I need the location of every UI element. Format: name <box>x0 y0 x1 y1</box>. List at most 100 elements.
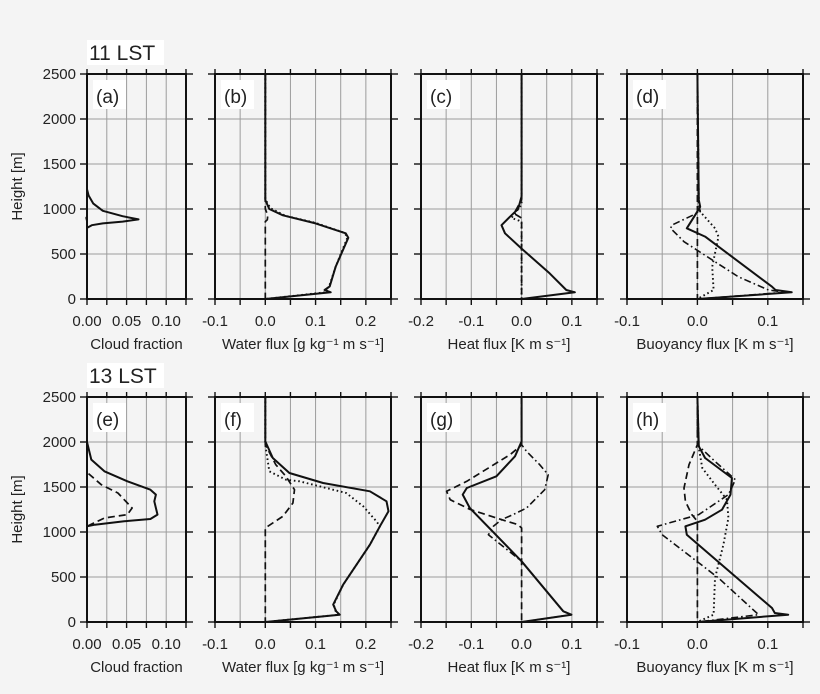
y-tick-label: 2500 <box>43 66 76 83</box>
x-tick-label: -0.1 <box>458 313 484 330</box>
panel-g: (g) -0.2 -0.1 0.0 0.1 Heat flux [K m s⁻¹] <box>408 392 604 676</box>
row-title-0: 11 LST <box>87 40 164 65</box>
panel-label: (c) <box>430 87 452 108</box>
panel-label: (a) <box>96 87 119 108</box>
gridlines <box>620 392 810 628</box>
series-dashed <box>264 397 296 622</box>
gridlines <box>414 392 604 628</box>
series-solid <box>685 73 793 300</box>
x-tick-label: -0.1 <box>458 636 484 653</box>
series-dash-dot <box>656 397 760 623</box>
x-tick-label: 0.1 <box>305 313 326 330</box>
panel-label: (d) <box>636 87 659 108</box>
series-group <box>86 397 159 622</box>
series-dotted <box>264 74 349 300</box>
panel-label-box <box>427 403 460 432</box>
panel-label-box <box>93 80 126 109</box>
x-tick-label: 0.1 <box>305 636 326 653</box>
y-tick-label: 2500 <box>43 389 76 406</box>
panel-label: (g) <box>430 410 453 431</box>
series-dashed <box>445 397 523 622</box>
series-group <box>500 74 576 300</box>
panel-label-box <box>221 403 254 432</box>
panel-a: (a) 0.00 0.05 0.10 0 500 1000 1500 2000 2500 Cloud… <box>43 66 193 353</box>
series-group <box>264 397 390 623</box>
series-dash-dot <box>669 73 787 300</box>
x-tick-label: 0.10 <box>152 636 181 653</box>
series-group <box>656 396 790 623</box>
plot-frame <box>420 396 598 623</box>
y-axis-label: Height [m] <box>9 152 26 220</box>
row-title-box <box>87 363 164 388</box>
panel-label-box <box>633 403 666 432</box>
panel-e: (e) 0.00 0.05 0.10 0 500 1000 1500 2000 2500 Cloud… <box>43 389 193 676</box>
series-dashed <box>683 397 699 622</box>
x-tick-label: 0.0 <box>255 636 276 653</box>
y-axis-label: Height [m] <box>9 475 26 543</box>
x-axis-label: Buoyancy flux [K m s⁻¹] <box>636 659 793 676</box>
plot-frame <box>86 73 187 300</box>
plot-frame <box>420 73 598 300</box>
x-tick-label: 0.2 <box>355 636 376 653</box>
x-axis-label: Water flux [g kg⁻¹ m s⁻¹] <box>222 336 384 353</box>
x-tick-label: -0.1 <box>202 313 228 330</box>
series-dashed <box>513 74 523 299</box>
series-dotted <box>264 397 381 623</box>
panel-label-box <box>427 80 460 109</box>
plot-frame <box>626 73 804 300</box>
x-tick-label: -0.2 <box>408 313 434 330</box>
y-tick-label: 500 <box>51 246 76 263</box>
series-dashed <box>86 397 133 622</box>
x-tick-label: 0.1 <box>561 636 582 653</box>
plot-frame <box>86 396 187 623</box>
series-group <box>445 397 573 623</box>
panel-label-box <box>221 80 254 109</box>
x-tick-label: -0.1 <box>614 313 640 330</box>
panel-label: (h) <box>636 410 659 431</box>
row-title-text: 13 LST <box>89 365 157 388</box>
plot-frame <box>214 73 392 300</box>
x-tick-label: -0.2 <box>408 636 434 653</box>
series-group <box>264 74 350 300</box>
series-solid <box>264 397 390 623</box>
x-tick-label: 0.0 <box>255 313 276 330</box>
y-tick-label: 1500 <box>43 156 76 173</box>
gridlines <box>80 69 193 305</box>
panel-label: (b) <box>224 87 247 108</box>
series-dotted <box>510 74 523 299</box>
y-tick-label: 1000 <box>43 201 76 218</box>
y-tick-label: 1000 <box>43 524 76 541</box>
panel-label: (e) <box>96 410 119 431</box>
x-tick-label: 0.05 <box>112 636 141 653</box>
x-tick-label: 0.10 <box>152 313 181 330</box>
y-tick-label: 1500 <box>43 479 76 496</box>
x-tick-label: 0.00 <box>72 313 101 330</box>
panel-label-box <box>633 80 666 109</box>
panel-label: (f) <box>224 410 242 431</box>
x-tick-label: 0.1 <box>561 313 582 330</box>
x-tick-label: 0.1 <box>757 313 778 330</box>
panel-f: (f) -0.1 0.0 0.1 0.2 Water flux [g kg⁻¹ m s⁻¹… <box>202 392 398 676</box>
y-tick-label: 0 <box>68 614 76 631</box>
x-tick-label: 0.0 <box>687 636 708 653</box>
x-axis-label: Water flux [g kg⁻¹ m s⁻¹] <box>222 659 384 676</box>
series-dash-dot <box>487 397 573 623</box>
series-solid <box>86 74 140 299</box>
x-tick-label: -0.1 <box>614 636 640 653</box>
panel-c: (c) -0.2 -0.1 0.0 0.1 Heat flux [K m s⁻¹] <box>408 69 604 353</box>
y-tick-label: 2000 <box>43 111 76 128</box>
series-solid <box>86 397 159 622</box>
panel-d: (d) -0.1 0.0 0.1 Buoyancy flux [K m s⁻¹] <box>614 69 810 353</box>
row-title-1: 13 LST <box>87 363 164 388</box>
plot-frame <box>626 396 804 623</box>
series-dotted <box>696 396 730 623</box>
series-solid <box>264 74 350 300</box>
row-title-box <box>87 40 164 65</box>
x-axis-label: Cloud fraction <box>90 659 183 676</box>
x-axis-label: Buoyancy flux [K m s⁻¹] <box>636 336 793 353</box>
series-group <box>669 73 793 300</box>
x-tick-label: 0.0 <box>511 313 532 330</box>
panel-h: (h) -0.1 0.0 0.1 Buoyancy flux [K m s⁻¹] <box>614 392 810 676</box>
x-tick-label: 0.0 <box>511 636 532 653</box>
row-title-text: 11 LST <box>89 42 155 65</box>
